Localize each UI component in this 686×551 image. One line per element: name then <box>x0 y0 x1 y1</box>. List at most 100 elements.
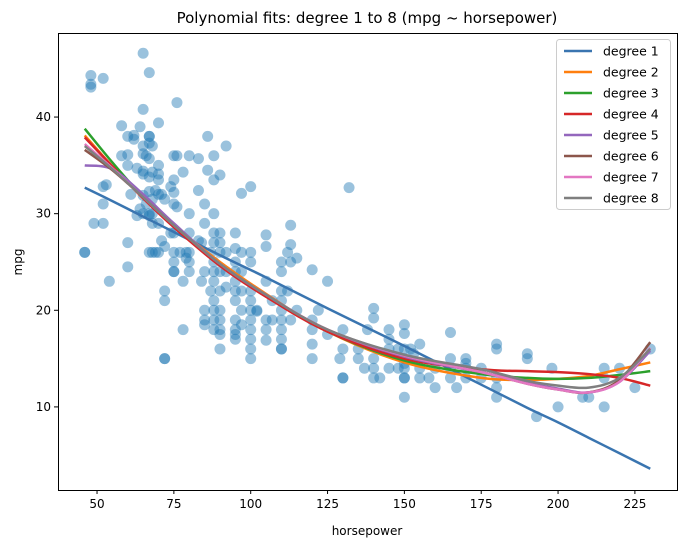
scatter-point <box>131 162 143 174</box>
scatter-point <box>245 324 257 336</box>
scatter-point <box>285 256 297 268</box>
scatter-point <box>143 153 155 165</box>
scatter-point <box>444 353 456 365</box>
scatter-point <box>383 324 395 336</box>
scatter-point <box>275 324 287 336</box>
scatter-point <box>168 256 180 268</box>
scatter-point <box>343 182 355 194</box>
scatter-point <box>143 171 155 183</box>
scatter-point <box>143 130 155 142</box>
scatter-point <box>598 401 610 413</box>
scatter-point <box>629 382 641 394</box>
scatter-point <box>577 391 589 403</box>
scatter-point <box>306 338 318 350</box>
x-tick-label: 75 <box>166 497 181 511</box>
scatter-point <box>143 130 155 142</box>
scatter-point <box>146 166 158 178</box>
scatter-point <box>122 261 134 273</box>
scatter-point <box>85 70 97 82</box>
scatter-point <box>229 242 241 254</box>
scatter-point <box>460 353 472 365</box>
scatter-point <box>214 285 226 297</box>
scatter-point <box>168 246 180 258</box>
scatter-point <box>260 229 272 241</box>
scatter-point <box>202 130 214 142</box>
x-tick-label: 175 <box>470 497 493 511</box>
scatter-point <box>423 372 435 384</box>
scatter-point <box>183 256 195 268</box>
scatter-point <box>116 120 128 132</box>
scatter-point <box>177 275 189 287</box>
scatter-point <box>149 246 161 258</box>
scatter-point <box>491 338 503 350</box>
legend-label: degree 2 <box>603 65 659 80</box>
scatter-point <box>85 81 97 93</box>
scatter-point <box>398 391 410 403</box>
scatter-point <box>168 150 180 162</box>
scatter-point <box>229 227 241 239</box>
y-tick-label: 40 <box>36 110 51 124</box>
scatter-point <box>159 353 171 365</box>
scatter-point <box>312 304 324 316</box>
scatter-point <box>251 304 263 316</box>
scatter-point <box>137 168 149 180</box>
scatter-point <box>214 314 226 326</box>
scatter-point <box>220 246 232 258</box>
scatter-point <box>275 266 287 278</box>
scatter-point <box>100 179 112 191</box>
scatter-point <box>202 164 214 176</box>
scatter-point <box>208 314 220 326</box>
scatter-point <box>275 343 287 355</box>
scatter-point <box>374 372 386 384</box>
scatter-point <box>260 314 272 326</box>
scatter-point <box>229 324 241 336</box>
y-tick-label: 30 <box>36 207 51 221</box>
scatter-point <box>383 362 395 374</box>
scatter-point <box>183 208 195 220</box>
scatter-point <box>159 241 171 253</box>
scatter-point <box>137 103 149 115</box>
scatter-point <box>97 181 109 193</box>
fit-line-degree-8 <box>83 145 652 390</box>
scatter-point <box>334 353 346 365</box>
scatter-point <box>220 281 232 293</box>
scatter-point <box>266 314 278 326</box>
scatter-point <box>137 165 149 177</box>
scatter-point <box>143 67 155 79</box>
scatter-point <box>368 362 380 374</box>
scatter-point <box>398 372 410 384</box>
scatter-point <box>180 252 192 264</box>
scatter-point <box>275 343 287 355</box>
x-tick-label: 50 <box>89 497 104 511</box>
scatter-point <box>275 333 287 345</box>
scatter-point <box>235 285 247 297</box>
legend: degree 1 degree 2 degree 3 degree 4 degree 5… <box>556 39 671 210</box>
scatter-point <box>282 246 294 258</box>
scatter-point <box>156 235 168 247</box>
scatter-point <box>140 150 152 162</box>
scatter-point <box>146 140 158 152</box>
scatter-point <box>159 353 171 365</box>
scatter-point <box>153 246 165 258</box>
scatter-point <box>398 319 410 331</box>
scatter-point <box>229 295 241 307</box>
scatter-point <box>125 188 137 200</box>
scatter-point <box>337 372 349 384</box>
scatter-point <box>153 174 165 186</box>
scatter-point <box>337 372 349 384</box>
scatter-point <box>214 304 226 316</box>
scatter-point <box>208 150 220 162</box>
scatter-point <box>199 319 211 331</box>
x-axis-label: horsepower <box>332 524 403 538</box>
scatter-point <box>103 275 115 287</box>
scatter-point <box>153 188 165 200</box>
scatter-point <box>235 304 247 316</box>
legend-label: degree 5 <box>603 128 659 143</box>
scatter-point <box>306 264 318 276</box>
scatter-point <box>491 343 503 355</box>
scatter-point <box>337 343 349 355</box>
scatter-point <box>146 246 158 258</box>
scatter-point <box>214 324 226 336</box>
scatter-point <box>199 266 211 278</box>
